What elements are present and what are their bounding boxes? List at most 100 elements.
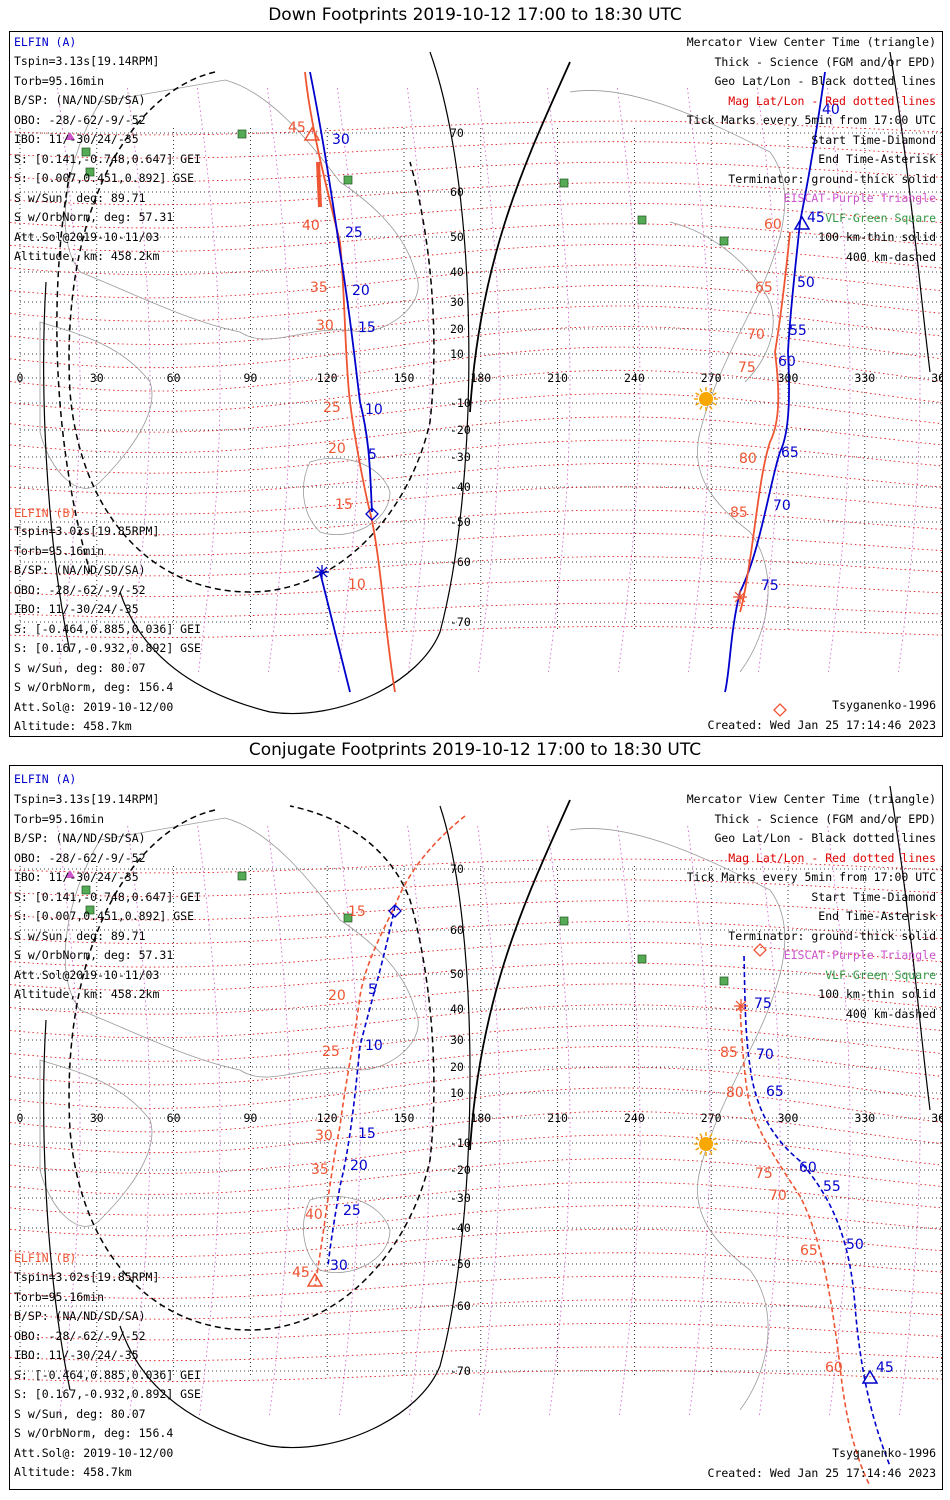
mag-lat-line <box>10 556 942 577</box>
track-tick-label: 25 <box>322 1044 340 1060</box>
track-tick-label: 55 <box>789 323 807 339</box>
legend-item: 400 km-dashed <box>845 249 936 264</box>
legend-item: Mercator View Center Time (triangle) <box>686 792 936 806</box>
mag-lat-line <box>10 463 942 495</box>
mag-lat-line <box>10 486 942 515</box>
elfin-b-science <box>316 161 322 208</box>
track-tick-label: 30 <box>330 1258 348 1274</box>
lon-tick-label: 60 <box>167 371 181 385</box>
track-tick-label: 75 <box>738 360 756 376</box>
info-line: S: [-0.464,0.885,0.036] GEI <box>14 621 201 636</box>
track-tick-label: 55 <box>823 1179 841 1195</box>
vlf-station-marker <box>637 954 647 964</box>
center-time-triangle <box>303 126 321 141</box>
track-tick-label: 35 <box>310 280 328 296</box>
info-line: S w/Sun, deg: 89.71 <box>14 928 146 943</box>
info-line: Tspin=3.02s[19.85RPM] <box>14 524 160 538</box>
track-tick-label: 35 <box>311 1162 329 1178</box>
info-line: IBO: 11/-30/24/-35 <box>14 132 139 146</box>
elfin-a-track <box>309 71 373 513</box>
vlf-station-marker <box>343 175 353 185</box>
terminator-line <box>119 805 471 1449</box>
info-line: Tspin=3.02s[19.85RPM] <box>14 1270 160 1284</box>
track-tick-label: 45 <box>292 1265 310 1281</box>
lat-tick-label: -60 <box>450 555 471 569</box>
track-tick-label: 60 <box>764 217 782 233</box>
lat-tick-label: 70 <box>450 126 464 140</box>
legend-item: Terminator: ground-thick solid <box>728 928 936 943</box>
center-time-triangle <box>306 1272 324 1287</box>
lat-tick-label: -10 <box>450 1136 471 1150</box>
lat-tick-label: 50 <box>450 967 464 981</box>
mag-lat-line <box>10 579 942 597</box>
track-tick-label: 80 <box>726 1085 744 1101</box>
end-time-asterisk <box>733 590 747 604</box>
map-panel-down: 0 30 60 90 120 150 180 210 240 270 300 330 360 70 60 50… <box>9 31 943 737</box>
terminator-line <box>889 785 931 1111</box>
terminator-line <box>469 61 571 413</box>
mag-lon-line <box>547 87 571 673</box>
info-line: S w/OrbNorm, deg: 57.31 <box>14 948 174 962</box>
lat-tick-label: 10 <box>450 1086 464 1100</box>
lon-tick-label: 120 <box>317 371 338 385</box>
terminator-line <box>68 71 435 593</box>
lat-tick-label: -30 <box>450 1191 471 1205</box>
lon-tick-label: 30 <box>90 1111 104 1125</box>
legend-item: 100 km-thin solid <box>818 230 936 244</box>
info-line: Att.Sol@: 2019-10-12/00 <box>14 699 174 714</box>
terminator-line <box>119 51 470 715</box>
info-line: B/SP: (NA/ND/SD/SA) <box>14 563 146 577</box>
info-line: S w/OrbNorm, deg: 156.4 <box>14 1426 174 1440</box>
lat-tick-label: 60 <box>450 185 464 199</box>
mag-lat-line <box>10 1158 942 1195</box>
mag-lat-line <box>10 439 942 474</box>
legend-item: Mercator View Center Time (triangle) <box>686 35 936 49</box>
lon-tick-label: 120 <box>317 1111 338 1125</box>
map-panel-conjugate: 0 30 60 90 120 150 180 210 240 270 300 330 360 70 60 50… <box>9 765 943 1490</box>
info-line: S w/Sun, deg: 89.71 <box>14 190 146 205</box>
track-tick-label: 10 <box>348 577 366 593</box>
eiscat-marker <box>65 870 75 878</box>
sun-icon <box>694 1132 718 1156</box>
info-line: S: [0.141,-0.748,0.647] GEI <box>14 151 201 166</box>
start-time-diamond <box>388 904 402 918</box>
track-tick-label: 15 <box>335 497 353 513</box>
end-time-asterisk <box>315 565 329 579</box>
lon-tick-label: 90 <box>243 1111 257 1125</box>
center-time-triangle <box>793 215 811 230</box>
start-time-diamond <box>773 703 787 717</box>
track-tick-label: 5 <box>368 982 377 998</box>
elfin-b-track <box>739 231 791 613</box>
terminator-line <box>68 805 435 1331</box>
mag-lat-line <box>10 393 942 433</box>
info-line: S w/OrbNorm, deg: 156.4 <box>14 680 174 694</box>
lat-tick-label: 40 <box>450 265 464 279</box>
lat-tick-label: -20 <box>450 423 471 437</box>
track-tick-label: 60 <box>799 1160 817 1176</box>
info-line: B/SP: (NA/ND/SD/SA) <box>14 831 146 845</box>
created-label: Created: Wed Jan 25 17:14:46 2023 <box>707 718 936 732</box>
track-tick-label: 65 <box>800 1243 818 1259</box>
lat-tick-label: -60 <box>450 1299 471 1313</box>
elfin-a-track <box>743 955 891 1467</box>
info-line: B/SP: (NA/ND/SD/SA) <box>14 1309 146 1323</box>
lon-tick-label: 210 <box>547 1111 568 1125</box>
vlf-station-marker <box>719 976 729 986</box>
mag-lon-line <box>197 87 221 673</box>
mag-lat-line <box>10 416 942 454</box>
mag-lat-line <box>10 1299 942 1320</box>
lon-tick-label: 180 <box>470 371 491 385</box>
info-line: IBO: 11/-30/24/-35 <box>14 870 139 884</box>
lon-tick-label: 270 <box>701 371 722 385</box>
info-line: Torb=95.16min <box>14 1289 105 1304</box>
track-tick-label: 65 <box>781 445 799 461</box>
mag-lon-line <box>57 87 81 673</box>
info-line: S: [0.167,-0.932,0.892] GSE <box>14 1387 201 1401</box>
vlf-station-marker <box>559 178 569 188</box>
lon-tick-label: 300 <box>778 1111 799 1125</box>
track-tick-label: 10 <box>365 402 383 418</box>
lat-tick-label: 70 <box>450 862 464 876</box>
vlf-station-marker <box>85 167 95 177</box>
track-tick-label: 25 <box>343 1203 361 1219</box>
track-tick-label: 25 <box>345 225 363 241</box>
